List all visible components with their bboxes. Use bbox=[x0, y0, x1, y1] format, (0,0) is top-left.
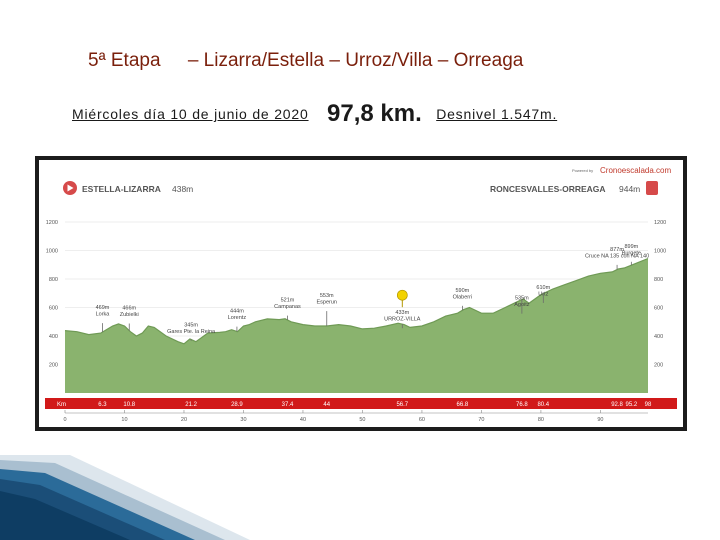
annotation-alt-9: 610m bbox=[536, 285, 550, 291]
y-tick-right-200: 200 bbox=[654, 363, 663, 369]
annotation-alt-11: 899m bbox=[624, 244, 638, 250]
annotation-alt-4: 521m bbox=[281, 298, 295, 304]
km-band-value-3: 28.9 bbox=[231, 402, 243, 408]
km-band-value-1: 10.8 bbox=[123, 402, 135, 408]
elevation-area bbox=[65, 258, 648, 393]
y-tick-right-1000: 1000 bbox=[654, 249, 666, 255]
km-band-value-9: 80.4 bbox=[537, 402, 549, 408]
annotation-name-6: URROZ-VILLA bbox=[384, 317, 421, 323]
start-play-icon-triangle bbox=[67, 184, 74, 192]
annotation-alt-2: 345m bbox=[184, 323, 198, 329]
route-start: Lizarra/Estella bbox=[203, 50, 325, 71]
route-dash-2: – bbox=[329, 50, 340, 71]
brand-name: Cronoescalada.com bbox=[600, 166, 671, 175]
y-tick-left-400: 400 bbox=[49, 334, 58, 340]
km-band-value-0: 6.3 bbox=[98, 402, 107, 408]
km-band-value-4: 37.4 bbox=[282, 402, 294, 408]
decorative-corner-stripes bbox=[0, 455, 250, 540]
route-dash-1: – bbox=[187, 50, 199, 71]
annotation-alt-5: 553m bbox=[320, 293, 334, 299]
y-tick-right-600: 600 bbox=[654, 306, 663, 312]
stage-date: Miércoles día 10 de junio de 2020 bbox=[72, 106, 309, 122]
start-name: ESTELLA-LIZARRA bbox=[82, 184, 161, 194]
annotation-name-10: Cruce NA 135 con NA 140 bbox=[585, 253, 649, 259]
stage-subtitle: Miércoles día 10 de junio de 2020 97,8 k… bbox=[72, 100, 672, 128]
route-mid: Urroz/Villa bbox=[345, 50, 433, 71]
y-tick-left-1200: 1200 bbox=[46, 220, 58, 226]
km-band-background bbox=[45, 398, 677, 409]
x-tick-label-80: 80 bbox=[538, 417, 544, 423]
km-band-value-8: 76.8 bbox=[516, 402, 528, 408]
annotation-name-7: Olaberri bbox=[453, 294, 473, 300]
x-tick-label-10: 10 bbox=[121, 417, 127, 423]
y-tick-right-1200: 1200 bbox=[654, 220, 666, 226]
annotation-alt-7: 590m bbox=[456, 288, 470, 294]
y-tick-left-800: 800 bbox=[49, 277, 58, 283]
y-tick-right-800: 800 bbox=[654, 277, 663, 283]
annotation-name-11: Burgete bbox=[622, 250, 641, 256]
x-tick-label-30: 30 bbox=[240, 417, 246, 423]
finish-flag-icon bbox=[646, 181, 658, 195]
km-band-label: Km bbox=[57, 402, 66, 408]
x-tick-label-50: 50 bbox=[359, 417, 365, 423]
annotation-alt-1: 466m bbox=[122, 305, 136, 311]
y-tick-left-600: 600 bbox=[49, 306, 58, 312]
x-tick-label-60: 60 bbox=[419, 417, 425, 423]
annotation-alt-3: 444m bbox=[230, 309, 244, 315]
intermediate-sprint-marker-icon bbox=[396, 289, 408, 301]
stage-distance: 97,8 km. bbox=[327, 100, 422, 127]
y-tick-left-200: 200 bbox=[49, 363, 58, 369]
annotation-name-4: Campanas bbox=[274, 304, 301, 310]
km-band-value-12: 98 bbox=[645, 402, 652, 408]
chart-endpoints: ESTELLA-LIZARRA 438m RONCESVALLES-ORREAG… bbox=[63, 181, 658, 195]
annotation-name-5: Esperun bbox=[317, 300, 338, 306]
powered-by-label: Powered by bbox=[572, 168, 593, 173]
start-altitude: 438m bbox=[172, 184, 193, 194]
finish-altitude: 944m bbox=[619, 184, 640, 194]
km-band-value-2: 21.2 bbox=[185, 402, 197, 408]
chart-area bbox=[64, 257, 649, 393]
x-tick-label-90: 90 bbox=[597, 417, 603, 423]
km-band: Km 6.3 10.8 21.2 28.9 37.4 44 56.7 66.8 76.8 80.4 9… bbox=[45, 398, 677, 409]
annotation-alt-10: 877m bbox=[610, 247, 624, 253]
x-tick-label-0: 0 bbox=[63, 417, 66, 423]
x-tick-label-70: 70 bbox=[478, 417, 484, 423]
km-band-value-6: 56.7 bbox=[396, 402, 408, 408]
finish-name: RONCESVALLES-ORREAGA bbox=[490, 184, 606, 194]
x-tick-label-20: 20 bbox=[181, 417, 187, 423]
annotation-alt-0: 469m bbox=[96, 305, 110, 311]
km-band-value-11: 95.2 bbox=[625, 402, 637, 408]
annotation-name-9: Urtz bbox=[538, 291, 548, 297]
annotation-alt-6: 433m bbox=[395, 310, 409, 316]
route-dash-3: – bbox=[437, 50, 449, 71]
stage-label: 5ª Etapa bbox=[88, 50, 161, 71]
km-band-value-7: 66.8 bbox=[457, 402, 469, 408]
x-tick-label-40: 40 bbox=[300, 417, 306, 423]
stage-title: 5ª Etapa – Lizarra/Estella – Urroz/Villa… bbox=[88, 50, 648, 72]
stage-desnivel: Desnivel 1.547m. bbox=[436, 106, 558, 122]
y-axis: 200 200 400 400 600 600 800 800 1000 1000 1200 1200 bbox=[46, 220, 667, 369]
x-axis: 0 10 20 30 40 50 60 70 80 90 bbox=[63, 410, 648, 423]
annotation-name-2: Gares Pte. la Reina bbox=[167, 329, 216, 335]
annotation-alt-8: 535m bbox=[515, 296, 529, 302]
y-tick-right-400: 400 bbox=[654, 334, 663, 340]
annotation-name-0: Lorka bbox=[96, 312, 111, 318]
annotation-name-1: Zubielki bbox=[120, 312, 139, 318]
route-end: Orreaga bbox=[453, 50, 524, 71]
annotation-name-8: Agoitz bbox=[514, 302, 530, 308]
y-tick-left-1000: 1000 bbox=[46, 249, 58, 255]
annotation-name-3: Lorentz bbox=[228, 315, 247, 321]
km-band-value-10: 92.8 bbox=[611, 402, 623, 408]
chart-annotation-lines bbox=[102, 261, 632, 341]
km-band-value-5: 44 bbox=[323, 402, 330, 408]
